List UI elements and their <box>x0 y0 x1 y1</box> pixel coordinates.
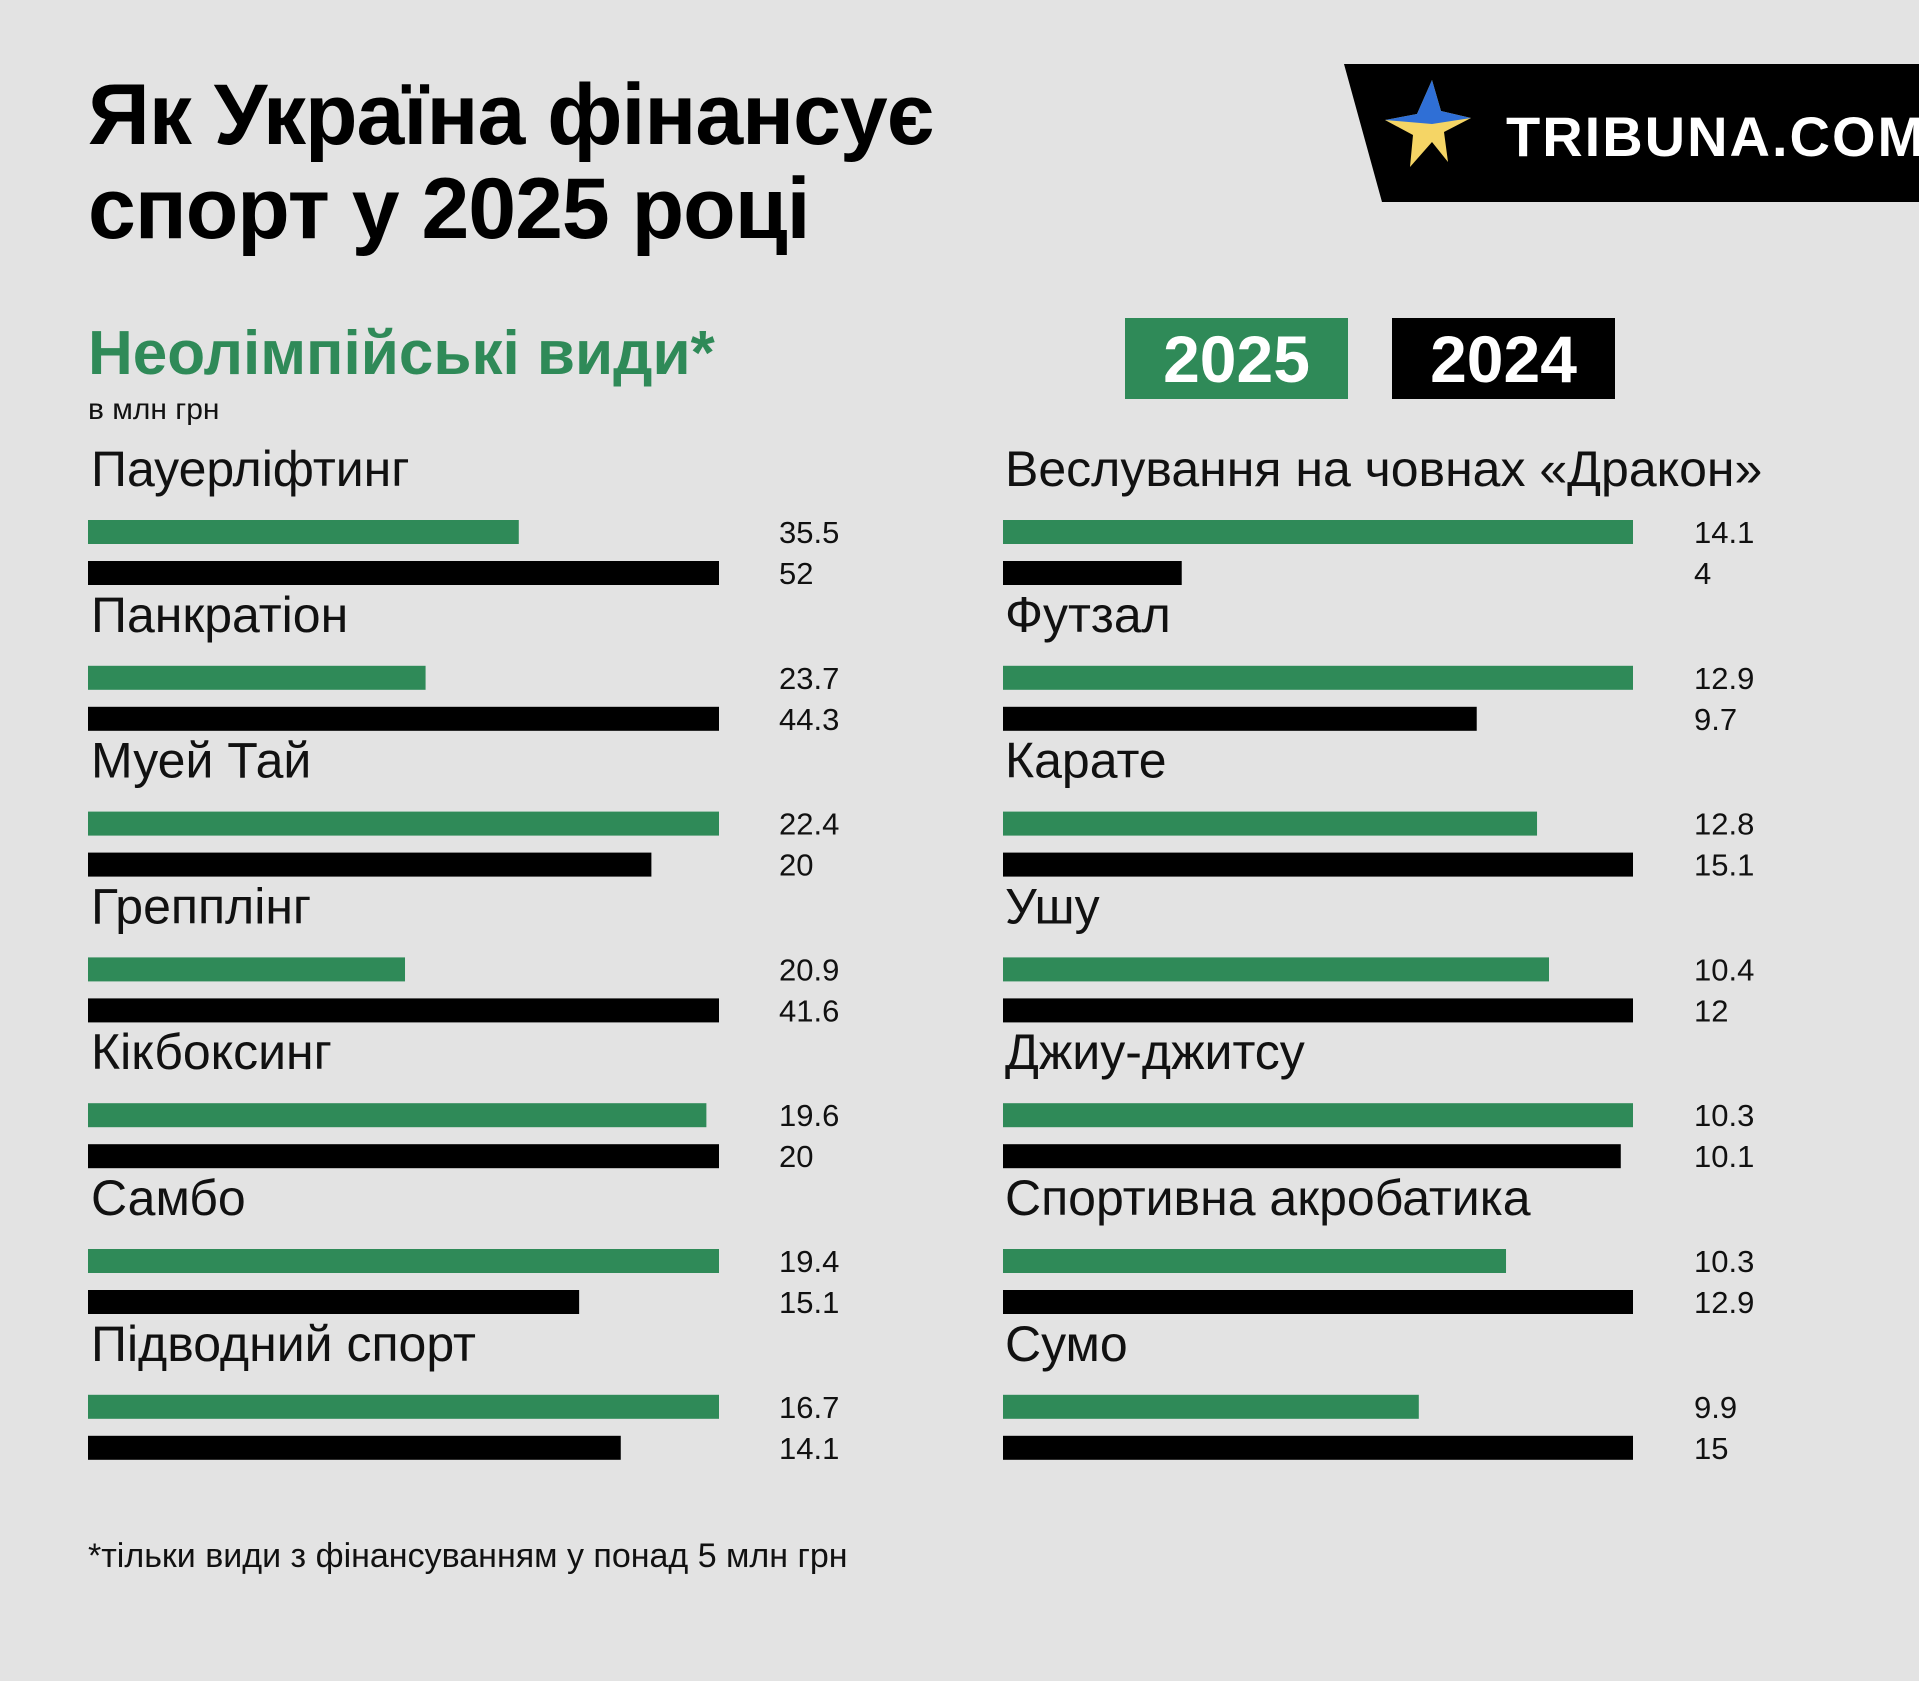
category-label-p1-4: Джиу-джитсу <box>1005 1024 1305 1080</box>
bar-2025-p0-4 <box>88 1103 707 1128</box>
bar-2024-p1-4 <box>1003 1144 1621 1169</box>
chart-title-line2: спорт у 2025 році <box>88 161 810 257</box>
bar-2024-p1-6 <box>1003 1435 1633 1460</box>
category-label-p0-1: Панкратіон <box>91 587 348 643</box>
bar-2025-p0-6 <box>88 1394 719 1419</box>
chart-subtitle: Неолімпійські види* <box>88 319 715 388</box>
category-label-p0-5: Самбо <box>91 1170 246 1226</box>
bar-2025-p0-5 <box>88 1249 719 1273</box>
category-label-p1-1: Футзал <box>1005 587 1171 643</box>
legend-2024: 2024 <box>1392 318 1615 399</box>
bar-2025-p0-3 <box>88 957 406 982</box>
value-label-2024-p1-1: 9.7 <box>1694 702 1737 737</box>
bar-2025-p1-3 <box>1003 957 1549 982</box>
category-label-p0-6: Підводний спорт <box>91 1316 476 1372</box>
chart-title: Як Україна фінансує спорт у 2025 році <box>88 67 934 257</box>
chart-title-line1: Як Україна фінансує <box>88 67 934 163</box>
value-label-2025-p1-3: 10.4 <box>1694 952 1754 987</box>
value-label-2024-p1-5: 12.9 <box>1694 1285 1754 1320</box>
bar-2024-p0-4 <box>88 1144 719 1169</box>
value-label-2025-p1-2: 12.8 <box>1694 807 1754 842</box>
bar-2025-p0-2 <box>88 811 719 836</box>
value-label-2024-p1-0: 4 <box>1694 556 1711 591</box>
category-label-p0-3: Грепплінг <box>91 878 311 934</box>
value-label-2024-p1-4: 10.1 <box>1694 1139 1754 1174</box>
value-label-2024-p0-1: 44.3 <box>779 702 839 737</box>
value-label-2024-p0-4: 20 <box>779 1139 813 1174</box>
bar-2025-p1-6 <box>1003 1394 1419 1419</box>
footnote: *тільки види з фінансуванням у понад 5 м… <box>88 1537 848 1575</box>
bar-2025-p1-4 <box>1003 1103 1633 1128</box>
value-label-2024-p1-3: 12 <box>1694 993 1728 1028</box>
bar-2024-p0-1 <box>88 706 719 731</box>
bar-2025-p0-1 <box>88 665 426 690</box>
bar-2025-p1-1 <box>1003 665 1633 690</box>
bar-2024-p1-2 <box>1003 852 1633 877</box>
bar-2024-p1-0 <box>1003 561 1182 585</box>
value-label-2025-p1-1: 12.9 <box>1694 661 1754 696</box>
bar-2024-p1-1 <box>1003 706 1477 731</box>
value-label-2025-p1-6: 9.9 <box>1694 1390 1737 1425</box>
value-label-2025-p0-3: 20.9 <box>779 952 839 987</box>
bar-2025-p1-5 <box>1003 1249 1507 1273</box>
unit-label: в млн грн <box>88 393 220 426</box>
value-label-2025-p1-5: 10.3 <box>1694 1244 1754 1279</box>
value-label-2024-p0-5: 15.1 <box>779 1285 839 1320</box>
tribuna-logo: TRIBUNA.COM <box>1344 64 1919 202</box>
value-label-2024-p0-0: 52 <box>779 556 813 591</box>
bar-2024-p0-2 <box>88 852 652 877</box>
bar-2024-p1-3 <box>1003 998 1633 1023</box>
value-label-2025-p1-4: 10.3 <box>1694 1098 1754 1133</box>
category-label-p1-2: Карате <box>1005 733 1167 789</box>
category-label-p1-5: Спортивна акробатика <box>1005 1170 1531 1226</box>
legend-2025: 2025 <box>1125 318 1348 399</box>
category-label-p1-3: Ушу <box>1005 878 1100 934</box>
bar-2025-p0-0 <box>88 520 519 544</box>
value-label-2025-p1-0: 14.1 <box>1694 515 1754 550</box>
value-label-2025-p0-5: 19.4 <box>779 1244 839 1279</box>
bar-2024-p1-5 <box>1003 1290 1633 1314</box>
value-label-2024-p1-6: 15 <box>1694 1431 1728 1466</box>
bar-2025-p1-0 <box>1003 520 1633 544</box>
logo-text: TRIBUNA.COM <box>1506 105 1919 168</box>
value-label-2025-p0-1: 23.7 <box>779 661 839 696</box>
bar-2024-p0-3 <box>88 998 719 1023</box>
value-label-2024-p0-6: 14.1 <box>779 1431 839 1466</box>
value-label-2025-p0-2: 22.4 <box>779 807 839 842</box>
value-label-2024-p1-2: 15.1 <box>1694 848 1754 883</box>
category-label-p1-6: Сумо <box>1005 1316 1128 1372</box>
bar-2025-p1-2 <box>1003 811 1538 836</box>
bar-2024-p0-6 <box>88 1435 621 1460</box>
category-label-p1-0: Веслування на човнах «Дракон» <box>1005 441 1762 497</box>
value-label-2025-p0-4: 19.6 <box>779 1098 839 1133</box>
bar-2024-p0-0 <box>88 561 719 585</box>
value-label-2024-p0-3: 41.6 <box>779 993 839 1028</box>
category-label-p0-4: Кікбоксинг <box>91 1024 332 1080</box>
category-label-p0-2: Муей Тай <box>91 733 311 789</box>
value-label-2025-p0-0: 35.5 <box>779 515 839 550</box>
bar-2024-p0-5 <box>88 1290 580 1314</box>
category-label-p0-0: Пауерліфтинг <box>91 441 410 497</box>
value-label-2025-p0-6: 16.7 <box>779 1390 839 1425</box>
value-label-2024-p0-2: 20 <box>779 848 813 883</box>
